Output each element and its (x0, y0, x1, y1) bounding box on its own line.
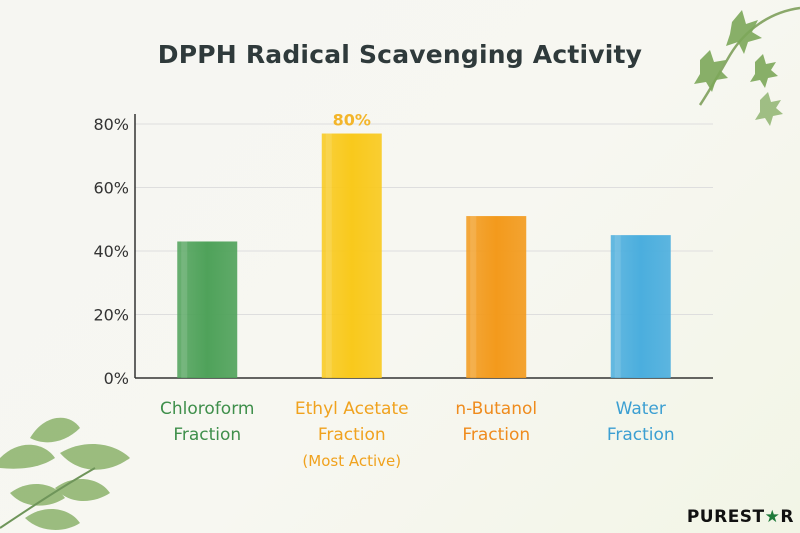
bar (610, 235, 671, 378)
bar (466, 216, 527, 378)
x-category-label: Ethyl Acetate Fraction (Most Active) (267, 396, 437, 474)
y-tick-label: 60% (93, 179, 129, 198)
brand-logo: PUREST★R (687, 507, 794, 527)
bar-highlight (614, 235, 621, 378)
x-category-label: n-Butanol Fraction (411, 396, 581, 448)
bar-highlight (470, 216, 477, 378)
data-label: 80% (333, 111, 371, 130)
bar (177, 241, 238, 378)
bar (321, 133, 382, 378)
y-tick-label: 0% (104, 369, 129, 388)
category-label-line: Fraction (317, 425, 386, 445)
leaves-decoration (0, 417, 130, 530)
brand-name-suffix: R (780, 507, 794, 527)
star-icon: ★ (764, 507, 781, 527)
chart-title: DPPH Radical Scavenging Activity (157, 40, 643, 69)
category-label-line: Chloroform (160, 399, 255, 419)
category-label-line: Fraction (462, 425, 531, 445)
category-label-line: (Most Active) (302, 452, 402, 470)
vine-leaves-decoration (694, 6, 800, 126)
category-label-line: Fraction (173, 425, 242, 445)
brand-name-prefix: PUREST (686, 507, 765, 527)
y-tick-label: 20% (93, 306, 129, 325)
x-category-label: Water Fraction (556, 396, 726, 448)
category-label-line: Water (615, 399, 666, 419)
bar-highlight (325, 133, 332, 378)
x-category-label: Chloroform Fraction (122, 396, 292, 448)
category-label-line: n-Butanol (455, 399, 538, 419)
category-label-line: Ethyl Acetate (294, 399, 409, 419)
category-label-line: Fraction (606, 425, 675, 445)
bar-highlight (181, 241, 188, 378)
y-tick-label: 40% (93, 242, 129, 261)
y-tick-label: 80% (93, 115, 129, 134)
